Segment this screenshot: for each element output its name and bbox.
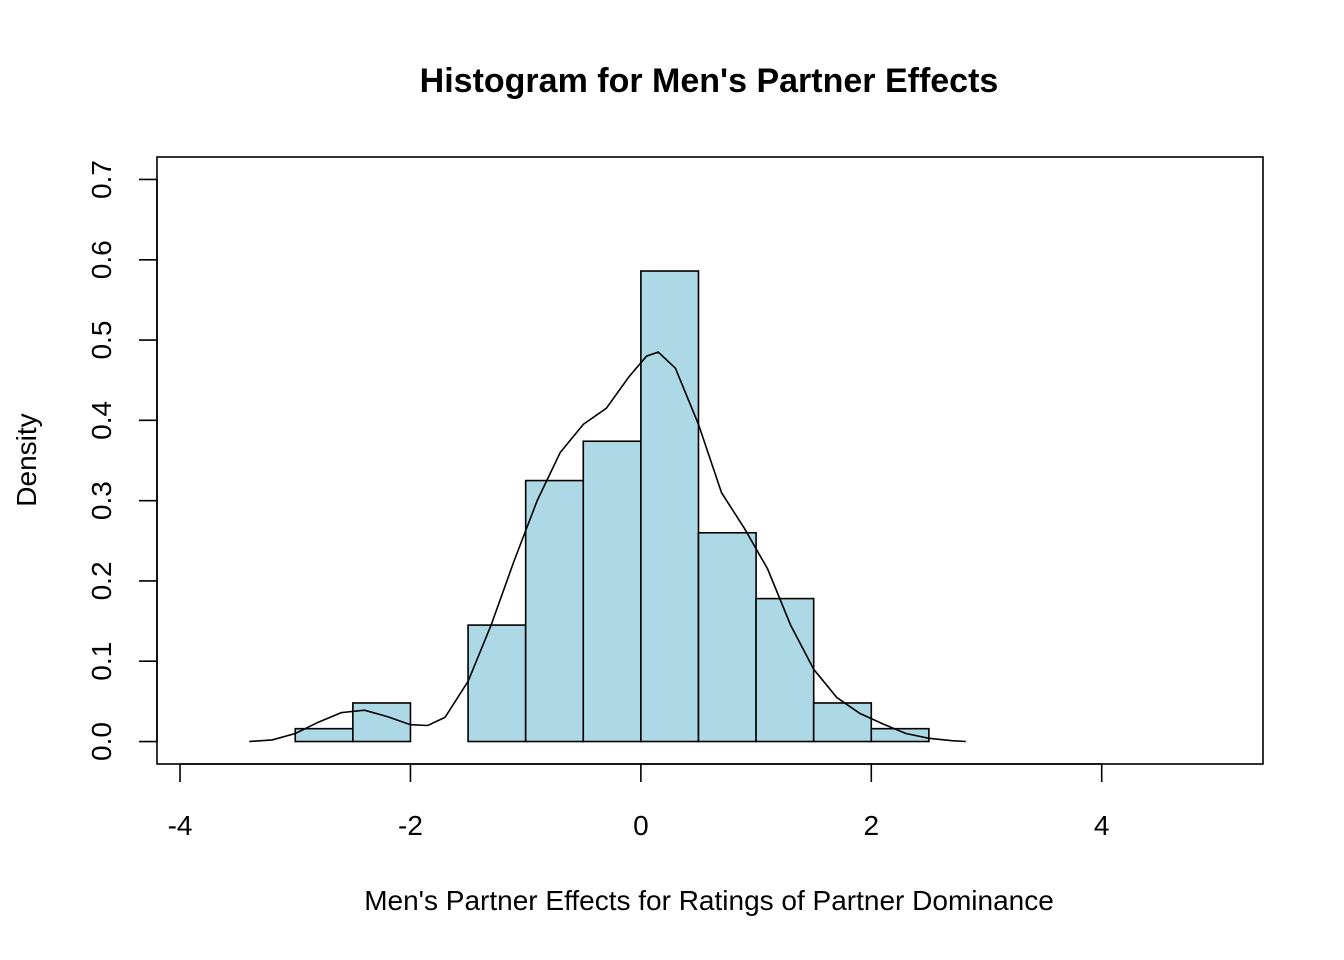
y-tick-label-6: 0.6 bbox=[86, 240, 117, 279]
y-axis: 0.0 0.1 0.2 0.3 0.4 0.5 0.6 0.7 bbox=[86, 160, 158, 761]
y-tick-label-1: 0.1 bbox=[86, 642, 117, 681]
y-tick-label-7: 0.7 bbox=[86, 160, 117, 199]
x-tick-label-2: 0 bbox=[633, 810, 649, 841]
x-axis-label: Men's Partner Effects for Ratings of Par… bbox=[364, 885, 1054, 916]
x-tick-label-3: 2 bbox=[864, 810, 880, 841]
y-tick-label-4: 0.4 bbox=[86, 401, 117, 440]
histogram-bar-9 bbox=[812, 702, 873, 743]
density-curve bbox=[249, 351, 966, 743]
y-tick-label-3: 0.3 bbox=[86, 481, 117, 520]
histogram-bar-7 bbox=[697, 531, 757, 743]
histogram-bar-5 bbox=[582, 440, 642, 743]
y-tick-label-0: 0.0 bbox=[86, 722, 117, 761]
histogram-bars bbox=[294, 270, 930, 743]
histogram-bar-4 bbox=[524, 479, 585, 743]
chart-title: Histogram for Men's Partner Effects bbox=[420, 62, 999, 100]
y-axis-label: Density bbox=[11, 413, 42, 506]
x-tick-label-1: -2 bbox=[398, 810, 423, 841]
x-tick-label-0: -4 bbox=[168, 810, 193, 841]
y-tick-label-2: 0.2 bbox=[86, 561, 117, 600]
histogram-bar-10 bbox=[870, 727, 930, 743]
histogram-bar-6 bbox=[640, 270, 700, 743]
histogram-bar-3 bbox=[467, 624, 527, 743]
histogram-bar-8 bbox=[755, 597, 815, 743]
histogram-bar-1 bbox=[352, 702, 412, 743]
x-tick-label-4: 4 bbox=[1094, 810, 1110, 841]
y-tick-label-5: 0.5 bbox=[86, 321, 117, 360]
x-axis: -4 -2 0 2 4 bbox=[168, 763, 1110, 841]
histogram-bar-0 bbox=[294, 727, 354, 743]
